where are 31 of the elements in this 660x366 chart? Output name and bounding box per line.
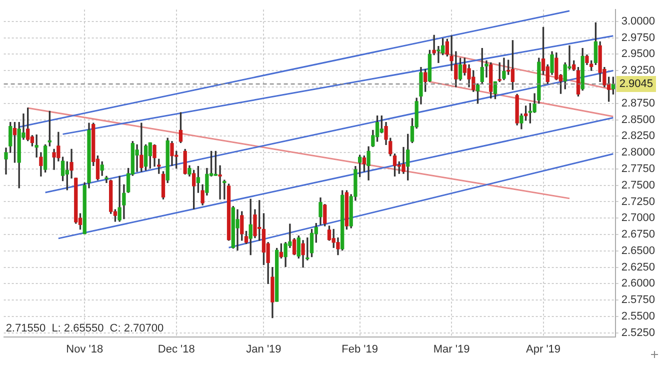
y-tick-label: 2.8250 xyxy=(621,130,656,142)
ref-line-label: 2.9045 xyxy=(619,78,654,90)
y-tick-label: 2.7000 xyxy=(621,212,656,224)
x-tick-label: Dec '18 xyxy=(158,343,195,356)
y-tick-label: 2.9750 xyxy=(621,32,656,44)
x-tick-label: Nov '18 xyxy=(66,343,104,356)
y-tick-label: 2.5250 xyxy=(621,326,656,339)
annotation: 2.71550 L: 2.65550 C: 2.70700 xyxy=(6,322,164,334)
y-tick-label: 2.6750 xyxy=(621,228,656,241)
y-tick-label: 2.8000 xyxy=(621,146,656,159)
y-tick-label: 2.6250 xyxy=(621,261,656,274)
y-tick-label: 2.9250 xyxy=(621,64,656,77)
candlestick xyxy=(218,165,222,200)
x-tick-label: Mar '19 xyxy=(433,343,470,356)
y-tick-label: 2.6000 xyxy=(621,278,656,290)
y-tick-label: 2.9500 xyxy=(621,48,656,60)
y-tick-label: 2.5750 xyxy=(621,294,656,306)
y-tick-label: 2.5500 xyxy=(621,310,656,323)
y-tick-label: 2.6500 xyxy=(621,244,656,257)
candlestick xyxy=(34,134,38,158)
x-tick-label: Jan '19 xyxy=(246,343,282,356)
y-tick-label: 2.8500 xyxy=(621,114,656,126)
y-tick-label: 2.7500 xyxy=(621,179,656,192)
y-tick-label: 2.7250 xyxy=(621,196,656,208)
candlestick xyxy=(236,209,240,251)
candlestick xyxy=(104,176,108,184)
y-tick-label: 2.8750 xyxy=(621,97,656,110)
y-tick-label: 2.7750 xyxy=(621,162,656,175)
x-tick-label: Apr '19 xyxy=(526,343,561,356)
y-tick-label: 3.0000 xyxy=(621,15,656,28)
x-tick-label: Feb '19 xyxy=(342,343,378,356)
